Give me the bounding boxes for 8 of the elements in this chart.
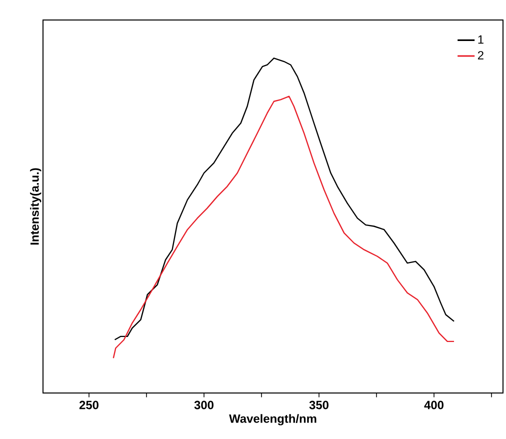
legend-label: 1 xyxy=(478,35,484,44)
x-tick-label: 400 xyxy=(424,400,444,410)
legend-label: 2 xyxy=(478,51,484,60)
x-tick-label: 250 xyxy=(79,400,98,410)
x-tick-label: 350 xyxy=(309,400,328,410)
x-tick-label: 300 xyxy=(194,400,214,410)
y-axis-title: Intensity(a.u.) xyxy=(30,168,42,245)
x-axis-title: Wavelength/nm xyxy=(229,414,316,426)
